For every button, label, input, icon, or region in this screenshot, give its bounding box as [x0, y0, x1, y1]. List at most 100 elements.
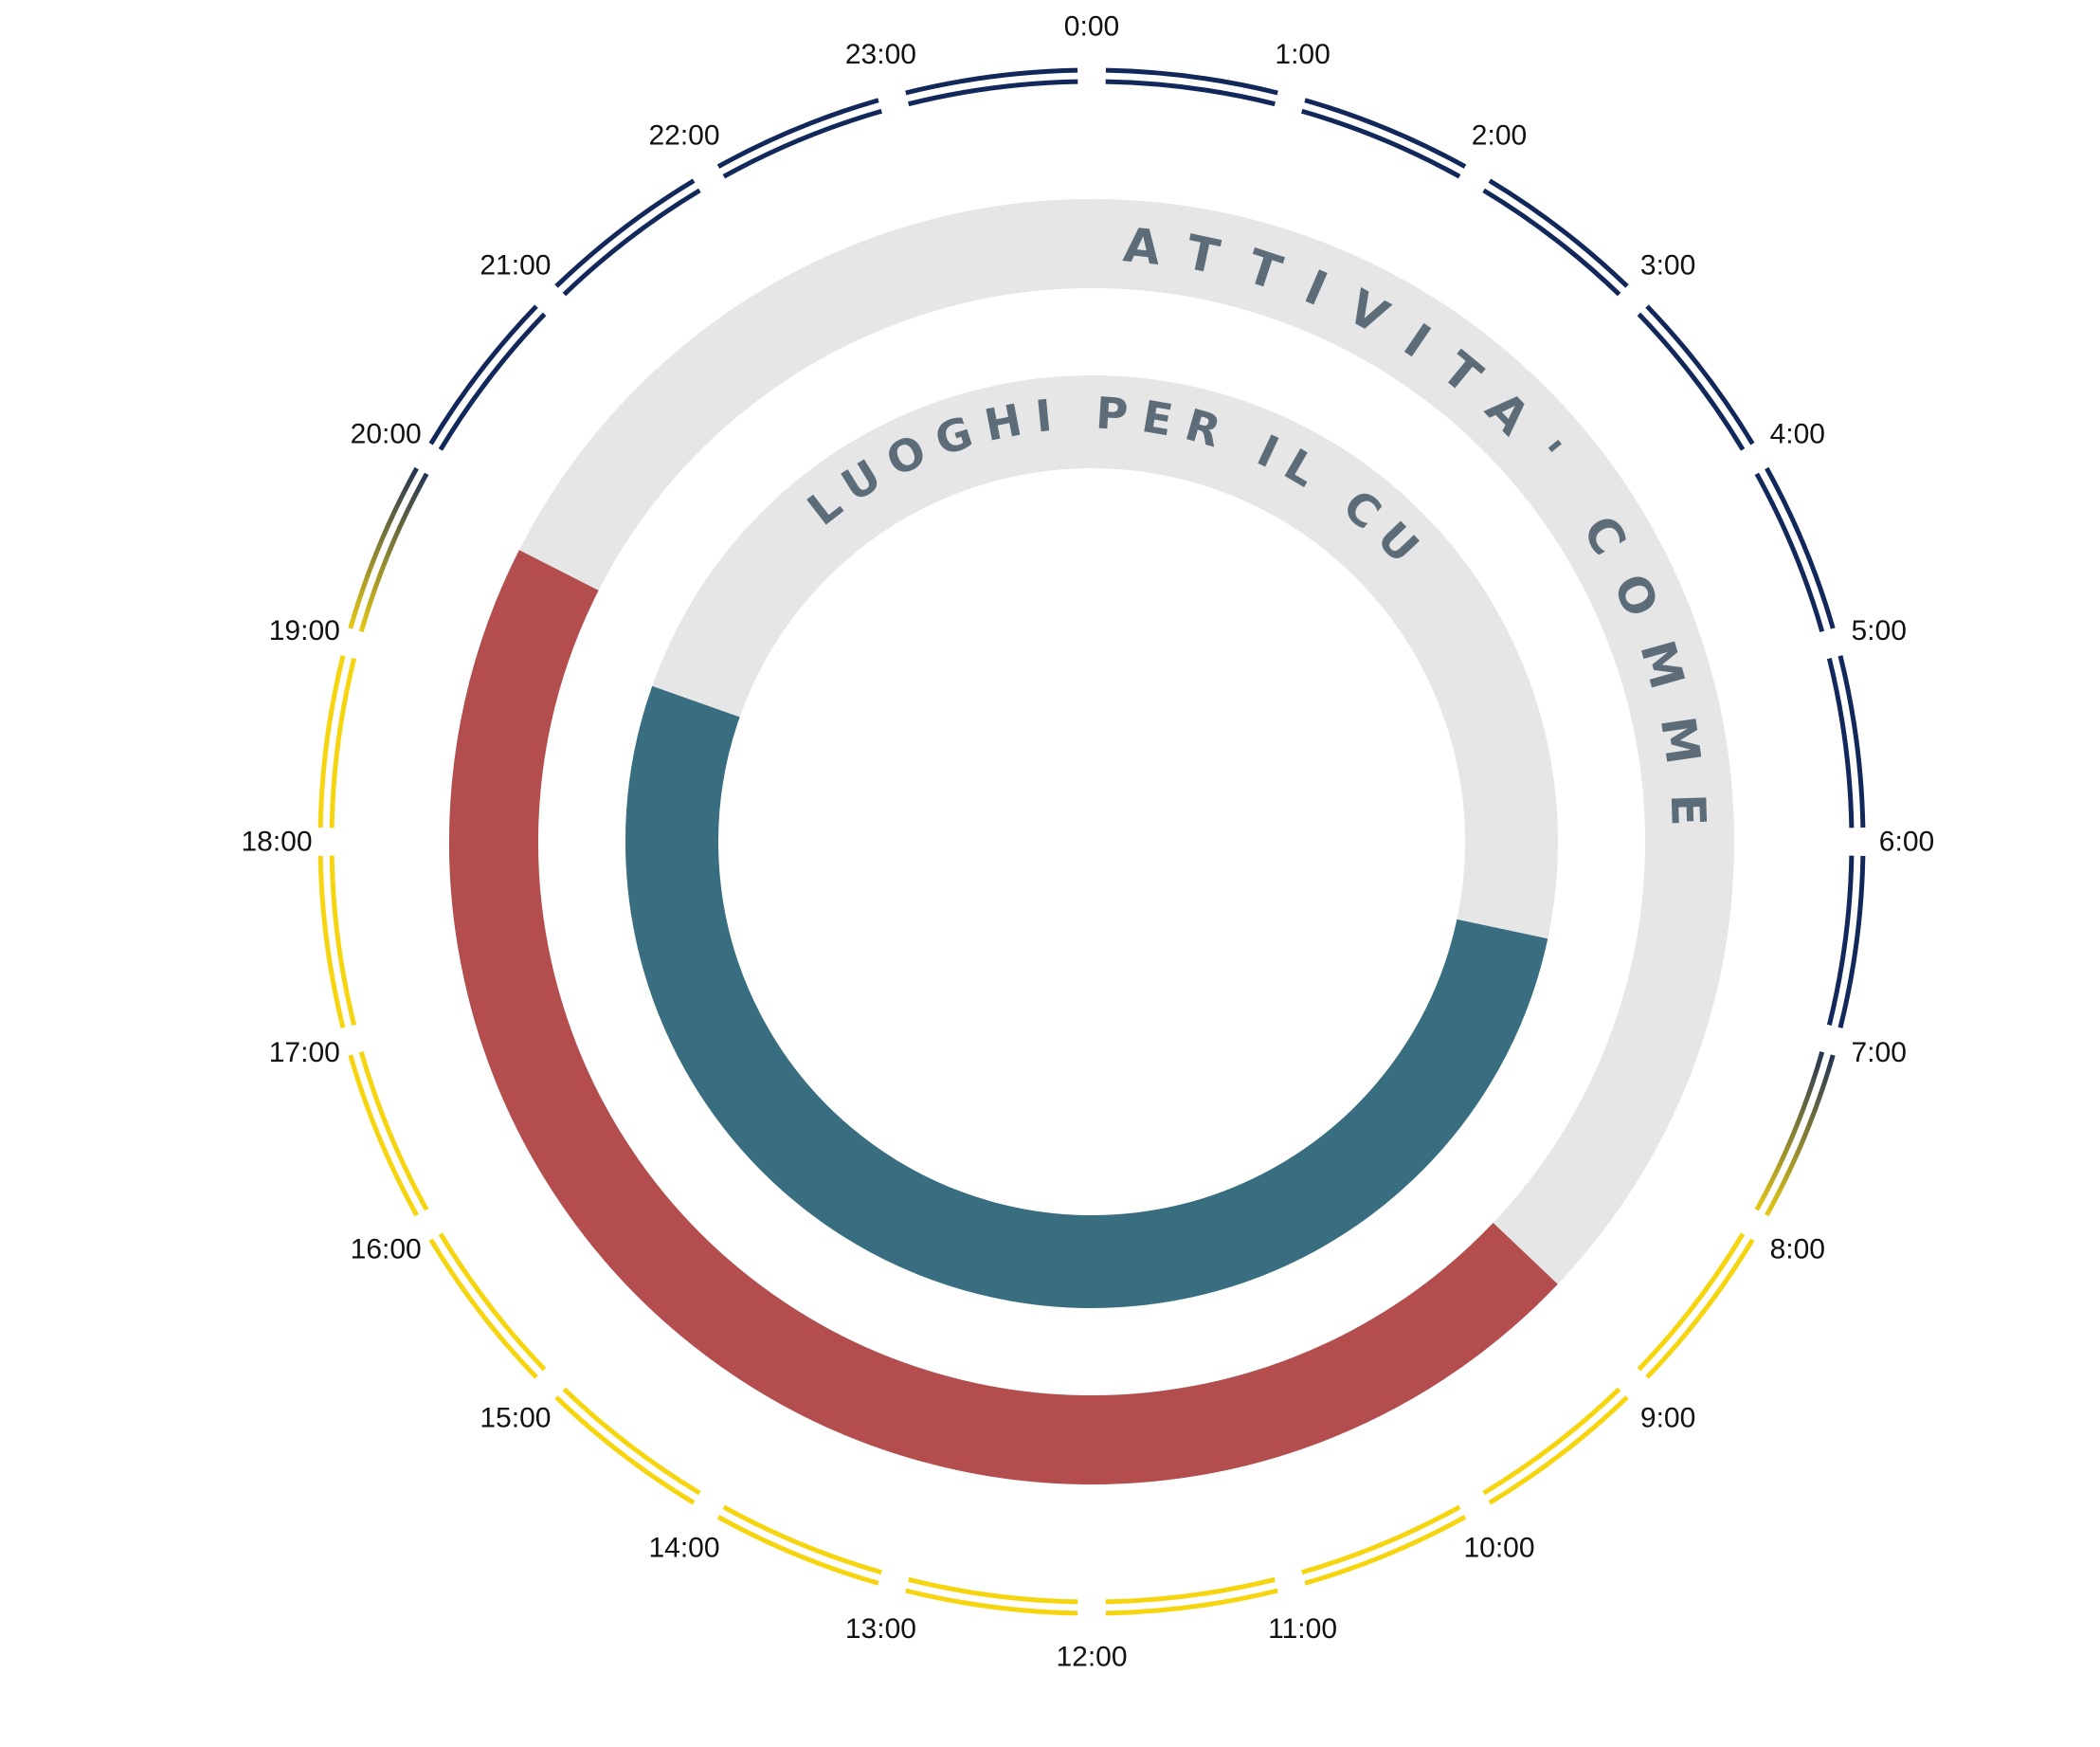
hour-label: 20:00	[351, 419, 422, 450]
hour-segment	[905, 67, 1078, 107]
hour-segment-line	[358, 1051, 429, 1211]
hour-segment-line	[905, 1588, 1078, 1616]
hour-segment	[1301, 98, 1467, 179]
series-arc-commercial	[449, 550, 1558, 1484]
hour-label: 21:00	[480, 249, 551, 281]
hour-segment	[428, 1232, 547, 1379]
hour-segment-line	[317, 855, 346, 1028]
hour-label: 16:00	[351, 1234, 422, 1265]
hour-label: 10:00	[1463, 1532, 1534, 1563]
hour-label: 8:00	[1770, 1234, 1825, 1265]
hour-segment-line	[716, 1515, 879, 1586]
hour-segment-line	[1301, 108, 1461, 179]
hour-label: 2:00	[1472, 120, 1527, 152]
hour-segment-line	[1645, 1238, 1755, 1379]
hour-label: 1:00	[1275, 39, 1330, 70]
hour-segment-line	[1105, 79, 1276, 107]
hour-segment	[1105, 67, 1278, 107]
hour-segment-line	[908, 1576, 1078, 1605]
hour-segment-line	[562, 188, 701, 297]
hour-segment-line	[438, 1232, 547, 1372]
hour-segment-line	[1482, 188, 1621, 297]
hour-label: 7:00	[1852, 1037, 1907, 1068]
hour-segment	[716, 98, 882, 179]
hour-segment	[1754, 1051, 1836, 1217]
hour-segment-line	[348, 466, 419, 629]
hour-segment	[905, 1576, 1078, 1616]
hour-segment-line	[348, 1054, 419, 1217]
hour-segment-line	[908, 79, 1078, 107]
hour-segment-line	[1105, 1588, 1278, 1616]
hour-segment-line	[1304, 98, 1467, 169]
hour-segment-line	[1488, 1395, 1629, 1505]
hour-label: 23:00	[845, 39, 916, 70]
hour-segment	[317, 855, 357, 1028]
hour-labels: 0:00 1:00 2:00 3:00 4:00 5:00 6:00 7:00 8:00 9:00…	[241, 11, 1934, 1673]
hour-segment	[716, 1504, 882, 1586]
hour-label: 9:00	[1640, 1403, 1695, 1434]
hour-segment-line	[317, 655, 346, 828]
hour-segment-line	[1637, 312, 1746, 451]
hour-segment	[554, 1387, 701, 1505]
hour-segment	[317, 655, 357, 828]
hour-label: 14:00	[648, 1532, 719, 1563]
hour-segment-line	[1488, 178, 1629, 288]
hour-label: 13:00	[845, 1613, 916, 1645]
hour-segment	[1637, 1232, 1755, 1379]
hour-label: 12:00	[1056, 1642, 1127, 1673]
hour-segment-line	[428, 304, 538, 446]
hour-segment	[554, 178, 701, 297]
hour-label: 19:00	[269, 615, 340, 646]
hour-segment-line	[1765, 1054, 1836, 1217]
hour-segment-line	[905, 67, 1078, 96]
hour-segment-line	[554, 178, 696, 288]
hour-segment-line	[1838, 655, 1866, 828]
hour-segment-line	[1754, 472, 1825, 632]
hour-label: 18:00	[241, 827, 312, 858]
series-arc-worship	[625, 685, 1548, 1308]
hour-segment-line	[358, 472, 429, 632]
hour-segment-line	[1754, 1051, 1825, 1211]
hour-label: 4:00	[1770, 419, 1825, 450]
hour-segment-line	[1105, 67, 1278, 96]
hour-segment-line	[1838, 855, 1866, 1028]
hour-segment-line	[1826, 855, 1855, 1026]
hour-segment	[1105, 1576, 1278, 1616]
hour-segment-line	[1826, 658, 1855, 828]
hour-segment-line	[1637, 1232, 1746, 1372]
hour-segment	[1301, 1504, 1467, 1586]
hour-segment-line	[1482, 1387, 1621, 1496]
hour-segment	[1482, 1387, 1629, 1505]
hour-label: 3:00	[1640, 249, 1695, 281]
hour-segment-line	[329, 658, 357, 828]
hour-segment-line	[716, 98, 879, 169]
hour-segment	[1826, 855, 1866, 1028]
hour-segment-line	[1105, 1576, 1276, 1605]
hour-label: 17:00	[269, 1037, 340, 1068]
hour-segment	[1754, 466, 1836, 632]
hour-segment-line	[438, 312, 547, 451]
hour-label: 0:00	[1064, 11, 1119, 43]
hour-segment	[1637, 304, 1755, 451]
hour-segment-line	[554, 1395, 696, 1505]
hour-segment-line	[1645, 304, 1755, 446]
hour-segment-line	[1765, 466, 1836, 629]
hour-segment-line	[329, 855, 357, 1026]
hour-segment-line	[428, 1238, 538, 1379]
hour-label: 11:00	[1268, 1613, 1337, 1645]
hour-label: 15:00	[480, 1403, 551, 1434]
hour-segment-line	[722, 1504, 882, 1575]
hour-segment	[428, 304, 547, 451]
hour-segment	[348, 466, 429, 632]
hour-segment-line	[1304, 1515, 1467, 1586]
hour-ring	[317, 67, 1866, 1616]
hour-segment	[1826, 655, 1866, 828]
hour-segment	[348, 1051, 429, 1217]
hour-segment	[1482, 178, 1629, 297]
hour-segment-line	[1301, 1504, 1461, 1575]
hour-label: 6:00	[1879, 827, 1934, 858]
hour-label: 5:00	[1852, 615, 1907, 646]
hour-segment-line	[722, 108, 882, 179]
hour-label: 22:00	[648, 120, 719, 152]
